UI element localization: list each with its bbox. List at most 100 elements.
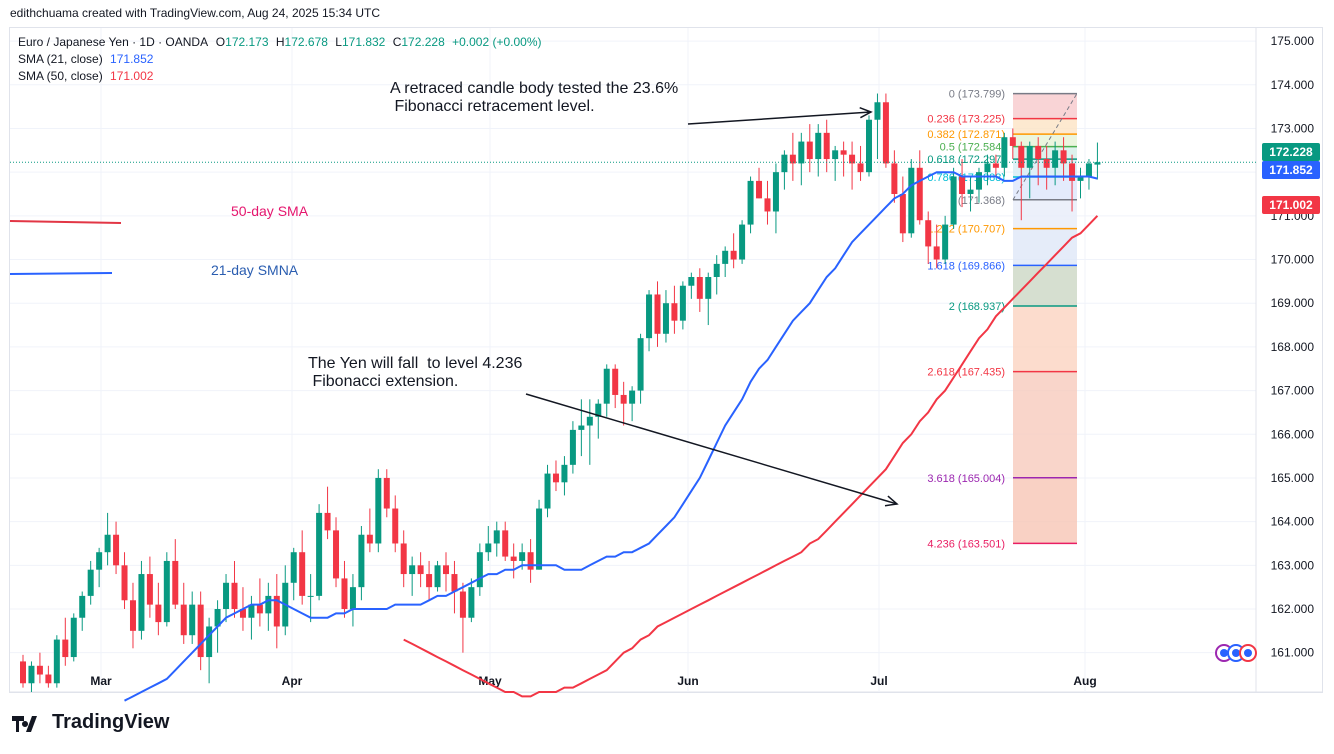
candle-body [789,154,796,164]
candle-body [874,102,881,120]
candle-body [823,132,830,160]
candle-body [984,163,991,173]
candle-body [722,250,729,264]
price-tag [1262,196,1320,214]
y-tick-label: 173.000 [1271,121,1315,135]
candle-body [1077,176,1084,181]
candle-body [197,604,204,658]
candle-body [942,224,949,260]
fib-level-label: 2.618 (167.435) [927,367,1005,379]
fib-level-label: 0.382 (172.871) [927,129,1005,141]
candle-body [443,565,449,575]
candle-body [485,543,492,553]
candle-body [857,163,864,173]
candle-body [671,303,678,321]
candle-body [36,665,43,675]
y-tick-label: 162.000 [1271,602,1315,616]
legend-sma21-row[interactable]: SMA (21, close) 171.852 [18,51,542,68]
candle-body [163,560,170,623]
candle-body [544,473,551,509]
candle-body [840,150,847,155]
fib-level-label: 2 (168.937) [949,301,1005,313]
candle-body [223,582,230,609]
candle-body [1069,163,1076,181]
fib-zone [1013,371,1077,478]
x-tick-label: Mar [90,674,112,688]
annotation-extension-note: The Yen will fall to level 4.236 Fibonac… [308,355,523,390]
sma21-side-label: 21-day SMNA [211,262,299,278]
fib-level-label: 0.236 (173.225) [927,114,1005,126]
candle-body [155,604,162,623]
candle-body [290,552,297,583]
candle-body [20,661,26,684]
close-label: C [392,35,402,49]
fib-zone [1013,93,1077,119]
legend-sma50-row[interactable]: SMA (50, close) 171.002 [18,68,542,85]
candle-body [434,565,441,588]
candle-body [409,565,416,575]
price-tag-label: 171.852 [1269,163,1313,177]
candle-body [70,617,77,658]
candle-body [307,595,314,597]
sma50-value: 171.002 [110,69,154,83]
x-tick-label: May [478,674,502,688]
change-value: +0.002 (+0.00%) [452,35,542,49]
candle-body [882,102,889,164]
candle-body [899,194,906,234]
candle-body [28,665,35,684]
candle-body [231,582,238,609]
tradingview-logo[interactable]: TradingView [12,711,169,734]
price-tag [1262,161,1320,179]
candle-body [992,163,999,168]
fib-level-label: 0.5 (172.584) [940,142,1005,154]
candle-body [138,574,145,631]
candle-body [400,543,407,575]
fib-level-label: 0.786 (171.888) [927,172,1005,184]
candle-body [333,530,340,579]
candle-body [502,530,509,557]
fib-level-label: 4.236 (163.501) [927,538,1005,550]
y-tick-label: 165.000 [1271,471,1315,485]
sma21-line [124,171,1098,702]
candle-body [1026,145,1033,168]
candle-body [1085,163,1092,177]
candle-body [806,141,813,160]
fib-zone [1013,477,1077,544]
candle-body [299,552,306,596]
candle-body [916,167,923,221]
fib-level-label: 3.618 (165.004) [927,473,1005,485]
open-label: O [215,35,226,49]
candle-body [476,552,483,588]
candle-body [256,604,263,614]
candle-body [383,477,390,509]
y-tick-label: 174.000 [1271,78,1315,92]
candle-body [349,587,356,609]
candle-body [967,189,974,194]
candle-body [739,224,746,260]
candle-body [341,578,348,609]
candle-body [273,595,280,627]
event-icon-dot [1220,649,1228,657]
candle-body [662,303,669,334]
tradingview-logo-icon [12,715,37,732]
candle-body [866,119,872,173]
candle-body [265,595,272,614]
candle-body [925,220,932,247]
candle-body [53,639,60,684]
candle-body [832,150,839,160]
sma21-label: SMA (21, close) [18,52,103,66]
candle-body [764,198,771,212]
candle-body [392,508,399,544]
candle-body [849,154,856,164]
candle-body [62,639,69,658]
candle-body [612,368,619,395]
candle-body [113,534,120,566]
close-value: 172.228 [401,35,445,49]
candle-body [451,574,458,592]
y-tick-label: 167.000 [1271,384,1315,398]
candle-body [646,294,653,339]
candle-body [696,277,703,299]
symbol-label: Euro / Japanese Yen · 1D · OANDA [18,35,208,49]
fib-zone [1013,265,1077,306]
